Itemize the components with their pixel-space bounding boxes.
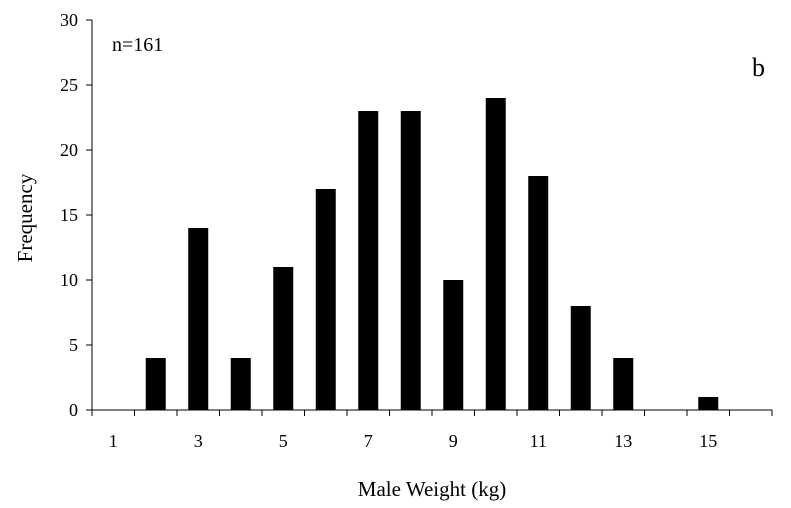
y-tick-label: 20	[60, 140, 78, 160]
x-tick-label: 9	[449, 431, 458, 451]
panel-label: b	[752, 53, 765, 82]
sample-size-annotation: n=161	[112, 34, 163, 56]
y-tick-label: 25	[60, 75, 78, 95]
bar	[145, 358, 166, 410]
x-axis-title: Male Weight (kg)	[358, 477, 506, 501]
bars	[145, 98, 719, 410]
x-tick-label: 15	[699, 431, 717, 451]
bar	[570, 306, 591, 410]
y-axis-title: Frequency	[13, 173, 37, 262]
x-tick-label: 13	[614, 431, 632, 451]
bar	[528, 176, 549, 410]
bar	[485, 98, 506, 410]
y-tick-label: 10	[60, 270, 78, 290]
y-tick-label: 0	[69, 400, 78, 420]
bar	[358, 111, 379, 410]
x-tick-label: 1	[109, 431, 118, 451]
bar	[698, 397, 719, 410]
y-tick-label: 30	[60, 10, 78, 30]
x-tick-label: 5	[279, 431, 288, 451]
bar	[443, 280, 464, 410]
y-ticks: 0 5 10 15 20 25 30	[60, 10, 92, 420]
x-tick-label: 11	[530, 431, 547, 451]
x-tick-label: 3	[194, 431, 203, 451]
bar	[315, 189, 336, 410]
y-tick-label: 5	[69, 335, 78, 355]
bar	[273, 267, 294, 410]
bar	[400, 111, 421, 410]
y-tick-label: 15	[60, 205, 78, 225]
bar	[230, 358, 251, 410]
bar	[188, 228, 209, 410]
x-ticks: 1 3 5 7 9 11 13 15	[91, 410, 773, 451]
bar	[613, 358, 634, 410]
x-tick-label: 7	[364, 431, 373, 451]
